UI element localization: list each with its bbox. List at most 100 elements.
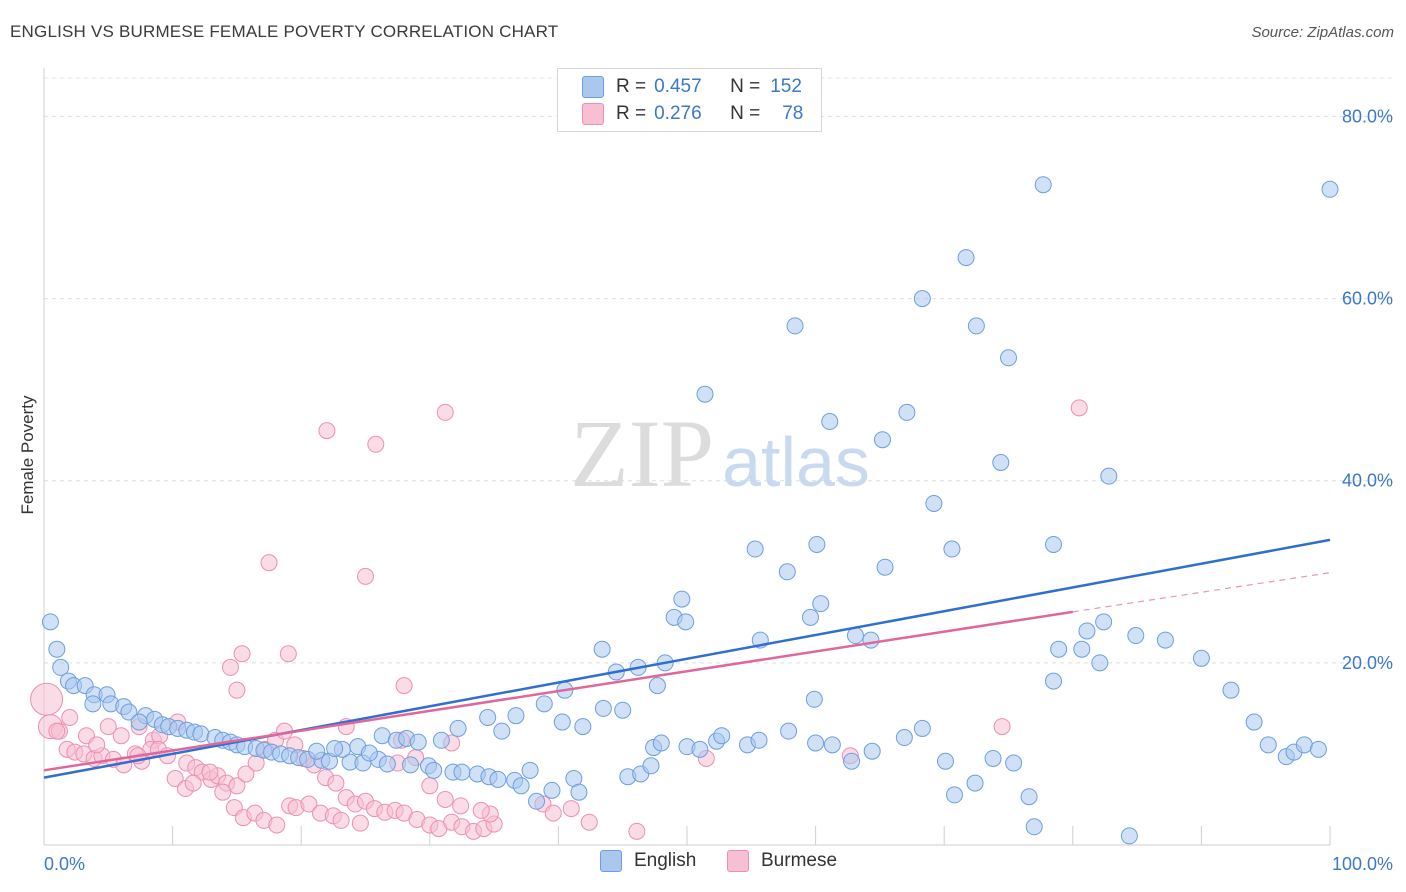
burmese-point bbox=[228, 681, 246, 699]
burmese-point bbox=[544, 804, 562, 822]
english-point bbox=[449, 719, 467, 737]
english-point bbox=[805, 690, 823, 708]
burmese-point bbox=[395, 677, 413, 695]
y-tick-label: 20.0% bbox=[1342, 653, 1393, 673]
english-point bbox=[1095, 613, 1113, 631]
english-point bbox=[1309, 740, 1327, 758]
english-point bbox=[570, 783, 588, 801]
english-point bbox=[1034, 176, 1052, 194]
legend-item-burmese: Burmese bbox=[727, 850, 837, 872]
english-n-value: 152 bbox=[770, 76, 802, 97]
burmese-n-label: N = bbox=[730, 103, 761, 124]
english-point bbox=[425, 761, 443, 779]
english-point bbox=[120, 703, 138, 721]
english-points bbox=[41, 176, 1339, 845]
english-point bbox=[807, 734, 825, 752]
english-point bbox=[823, 736, 841, 754]
english-point bbox=[41, 613, 59, 631]
tick-labels: 20.0% 40.0% 60.0% 80.0% 0.0% 100.0% bbox=[44, 106, 1393, 874]
english-point bbox=[1000, 349, 1017, 367]
english-point bbox=[1025, 818, 1043, 836]
english-legend-label: English bbox=[634, 850, 697, 871]
english-point bbox=[52, 658, 70, 676]
english-point bbox=[373, 727, 391, 745]
x-tick-label-max: 100.0% bbox=[1332, 854, 1393, 874]
chart-title: ENGLISH VS BURMESE FEMALE POVERTY CORREL… bbox=[10, 22, 559, 41]
burmese-point bbox=[99, 718, 117, 736]
burmese-r-value: 0.276 bbox=[654, 103, 702, 124]
english-r-label: R = bbox=[616, 76, 647, 97]
burmese-point bbox=[237, 765, 255, 783]
english-point bbox=[543, 781, 561, 799]
y-tick-label: 60.0% bbox=[1342, 289, 1393, 309]
burmese-n-value: 78 bbox=[782, 103, 804, 124]
burmese-point bbox=[233, 645, 251, 663]
english-point bbox=[898, 403, 916, 421]
burmese-point bbox=[214, 783, 232, 801]
burmese-r-label: R = bbox=[616, 103, 647, 124]
english-point bbox=[1005, 754, 1023, 772]
english-point bbox=[453, 763, 471, 781]
english-point bbox=[1050, 640, 1068, 658]
english-point bbox=[1045, 672, 1063, 690]
burmese-point bbox=[351, 814, 369, 832]
burmese-point bbox=[279, 645, 297, 663]
english-point bbox=[778, 563, 796, 581]
english-point bbox=[614, 701, 632, 719]
source-label: Source: ZipAtlas.com bbox=[1251, 24, 1394, 41]
english-point bbox=[957, 249, 975, 267]
english-point bbox=[1120, 827, 1138, 845]
burmese-point bbox=[628, 822, 646, 840]
english-point bbox=[843, 752, 861, 770]
burmese-legend-label: Burmese bbox=[761, 850, 838, 871]
english-point bbox=[130, 713, 148, 731]
english-point bbox=[925, 494, 943, 512]
english-point bbox=[943, 540, 961, 558]
burmese-point bbox=[1070, 399, 1088, 417]
burmese-point bbox=[367, 435, 385, 453]
burmese-point bbox=[201, 763, 219, 781]
burmese-point bbox=[184, 774, 202, 792]
burmese-point bbox=[61, 709, 79, 726]
english-point bbox=[913, 290, 931, 308]
burmese-point bbox=[260, 554, 278, 572]
burmese-point bbox=[166, 770, 184, 788]
english-point bbox=[1091, 654, 1109, 672]
english-point bbox=[378, 755, 396, 773]
gridlines bbox=[44, 77, 1392, 664]
english-point bbox=[1127, 627, 1145, 645]
english-point bbox=[1020, 788, 1038, 806]
english-point bbox=[528, 792, 546, 810]
x-tick-label-min: 0.0% bbox=[44, 854, 85, 874]
english-legend-swatch bbox=[600, 850, 622, 872]
english-point bbox=[846, 627, 864, 645]
english-point bbox=[642, 757, 660, 775]
english-point bbox=[696, 385, 714, 403]
burmese-trend-line bbox=[43, 610, 1073, 772]
burmese-swatch bbox=[582, 103, 604, 125]
english-point bbox=[992, 454, 1010, 471]
english-point bbox=[786, 317, 804, 335]
legend-row-english: R = 0.457 N = 152 bbox=[582, 76, 802, 98]
english-point bbox=[945, 786, 963, 804]
english-point bbox=[574, 718, 592, 736]
english-point bbox=[1156, 631, 1174, 649]
burmese-point bbox=[436, 790, 454, 808]
english-point bbox=[432, 731, 450, 749]
english-point bbox=[801, 608, 819, 626]
english-point bbox=[936, 752, 954, 770]
english-point bbox=[812, 595, 830, 613]
english-point bbox=[360, 744, 378, 762]
english-point bbox=[780, 722, 798, 740]
burmese-points bbox=[30, 399, 1088, 840]
trend-lines bbox=[43, 538, 1331, 779]
burmese-point bbox=[30, 682, 64, 716]
burmese-point bbox=[300, 795, 318, 813]
english-point bbox=[808, 535, 826, 553]
burmese-trend-extension bbox=[1072, 572, 1331, 613]
english-point bbox=[512, 777, 530, 795]
english-point bbox=[966, 774, 984, 792]
english-point bbox=[876, 558, 894, 576]
english-point bbox=[691, 740, 709, 758]
english-point bbox=[1245, 713, 1263, 731]
